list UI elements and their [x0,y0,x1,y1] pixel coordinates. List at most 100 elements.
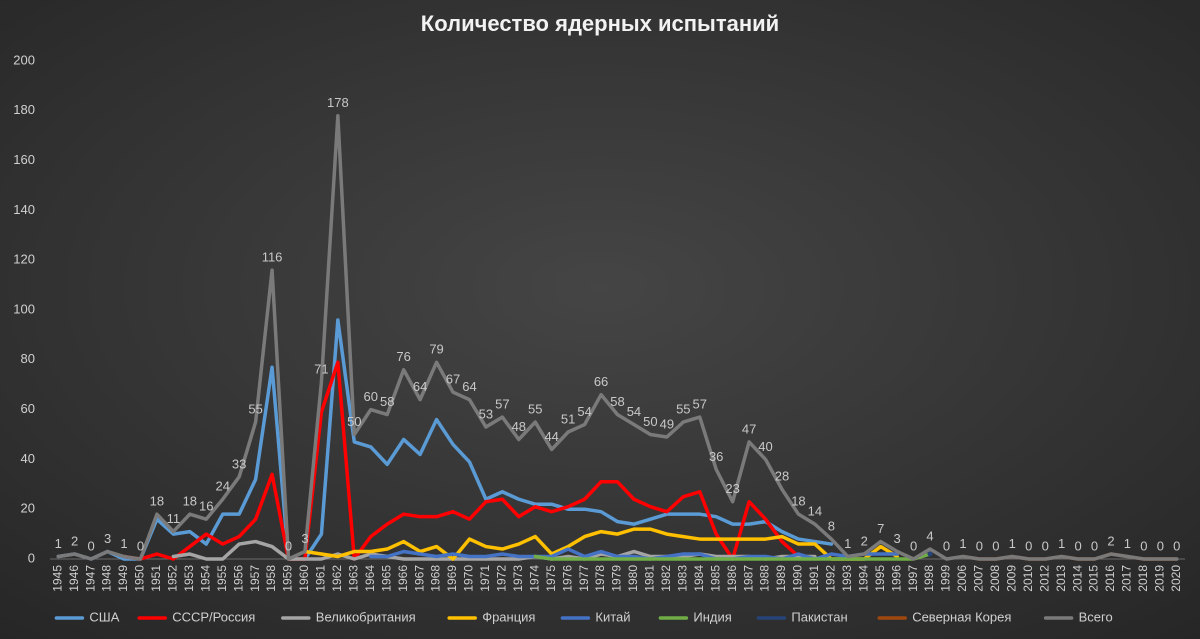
data-label: 67 [446,372,460,387]
data-label: 178 [327,95,349,110]
legend-label: Всего [1079,609,1113,624]
data-label: 0 [1140,538,1147,553]
data-label: 44 [544,429,558,444]
x-tick-label: 1947 [83,565,97,592]
x-tick-label: 1980 [626,565,640,592]
data-label: 3 [301,531,308,546]
data-label: 1 [55,536,62,551]
x-tick-label: 1956 [231,565,245,592]
data-label: 57 [693,397,707,412]
x-tick-label: 1987 [741,565,755,592]
legend-label: Индия [693,609,731,624]
x-tick-label: 1997 [906,565,920,592]
y-tick-label: 40 [21,451,35,466]
x-tick-label: 2008 [988,565,1002,592]
x-tick-label: 1967 [412,565,426,592]
y-tick-label: 20 [21,501,35,516]
x-tick-label: 2010 [1021,565,1035,592]
data-label: 71 [314,362,328,377]
data-label: 3 [104,531,111,546]
data-label: 0 [1074,538,1081,553]
x-tick-label: 1946 [67,565,81,592]
data-label: 1 [844,536,851,551]
series-line [122,360,801,561]
x-tick-label: 1986 [725,565,739,592]
data-label: 76 [396,349,410,364]
series-line [56,318,834,561]
legend-label: Северная Корея [912,609,1011,624]
data-label: 33 [232,456,246,471]
x-tick-label: 1996 [889,565,903,592]
y-tick-label: 200 [13,52,35,67]
data-label: 2 [861,533,868,548]
data-label: 58 [380,394,394,409]
x-tick-label: 2012 [1037,565,1051,592]
y-tick-label: 180 [13,102,35,117]
data-label: 0 [285,538,292,553]
data-label: 60 [364,389,378,404]
x-tick-label: 1982 [659,565,673,592]
data-label: 24 [215,479,229,494]
legend-label: Великобритания [316,609,416,624]
data-label: 0 [137,538,144,553]
x-tick-label: 1983 [675,565,689,592]
data-label: 1 [120,536,127,551]
x-tick-label: 1974 [527,565,541,592]
x-tick-label: 1958 [264,565,278,592]
x-tick-label: 1981 [643,565,657,592]
x-tick-label: 1952 [166,565,180,592]
data-label: 48 [512,419,526,434]
data-label: 0 [1042,538,1049,553]
x-tick-label: 2006 [955,565,969,592]
data-label: 11 [167,511,181,526]
data-label: 66 [594,374,608,389]
x-tick-label: 1960 [297,565,311,592]
data-label: 54 [577,404,591,419]
data-label: 0 [1025,538,1032,553]
data-label: 36 [709,449,723,464]
data-label: 55 [528,401,542,416]
data-label: 2 [1107,533,1114,548]
data-label: 57 [495,397,509,412]
x-tick-label: 1955 [215,565,229,592]
data-label: 1 [959,536,966,551]
y-tick-label: 60 [21,401,35,416]
x-tick-label: 1949 [116,565,130,592]
x-tick-label: 1966 [396,565,410,592]
data-label: 28 [775,469,789,484]
x-tick-label: 1964 [363,565,377,592]
y-tick-label: 80 [21,351,35,366]
x-tick-label: 1963 [346,565,360,592]
data-label: 2 [71,533,78,548]
x-tick-label: 1954 [198,565,212,592]
x-tick-label: 2018 [1136,565,1150,592]
x-tick-label: 1950 [133,565,147,592]
data-label: 23 [725,481,739,496]
data-label: 116 [262,250,283,265]
x-tick-label: 1975 [544,565,558,592]
legend-label: Китай [595,609,630,624]
x-tick-label: 1977 [577,565,591,592]
x-tick-label: 2017 [1120,565,1134,592]
y-tick-label: 0 [28,550,35,565]
data-label: 1 [1058,536,1065,551]
data-label: 18 [791,494,805,509]
data-label: 58 [610,394,624,409]
x-tick-label: 1976 [560,565,574,592]
x-tick-label: 1969 [445,565,459,592]
data-label: 0 [943,538,950,553]
data-label: 50 [643,414,657,429]
x-tick-label: 1959 [281,565,295,592]
data-label: 0 [1173,538,1180,553]
data-label: 7 [877,521,884,536]
x-tick-label: 1972 [495,565,509,592]
data-label: 1 [1009,536,1016,551]
x-tick-label: 2019 [1152,565,1166,592]
data-label: 4 [926,528,933,543]
x-tick-label: 1990 [791,565,805,592]
data-label: 64 [462,379,476,394]
y-tick-label: 160 [13,152,35,167]
x-tick-label: 2013 [1054,565,1068,592]
x-tick-label: 1992 [824,565,838,592]
